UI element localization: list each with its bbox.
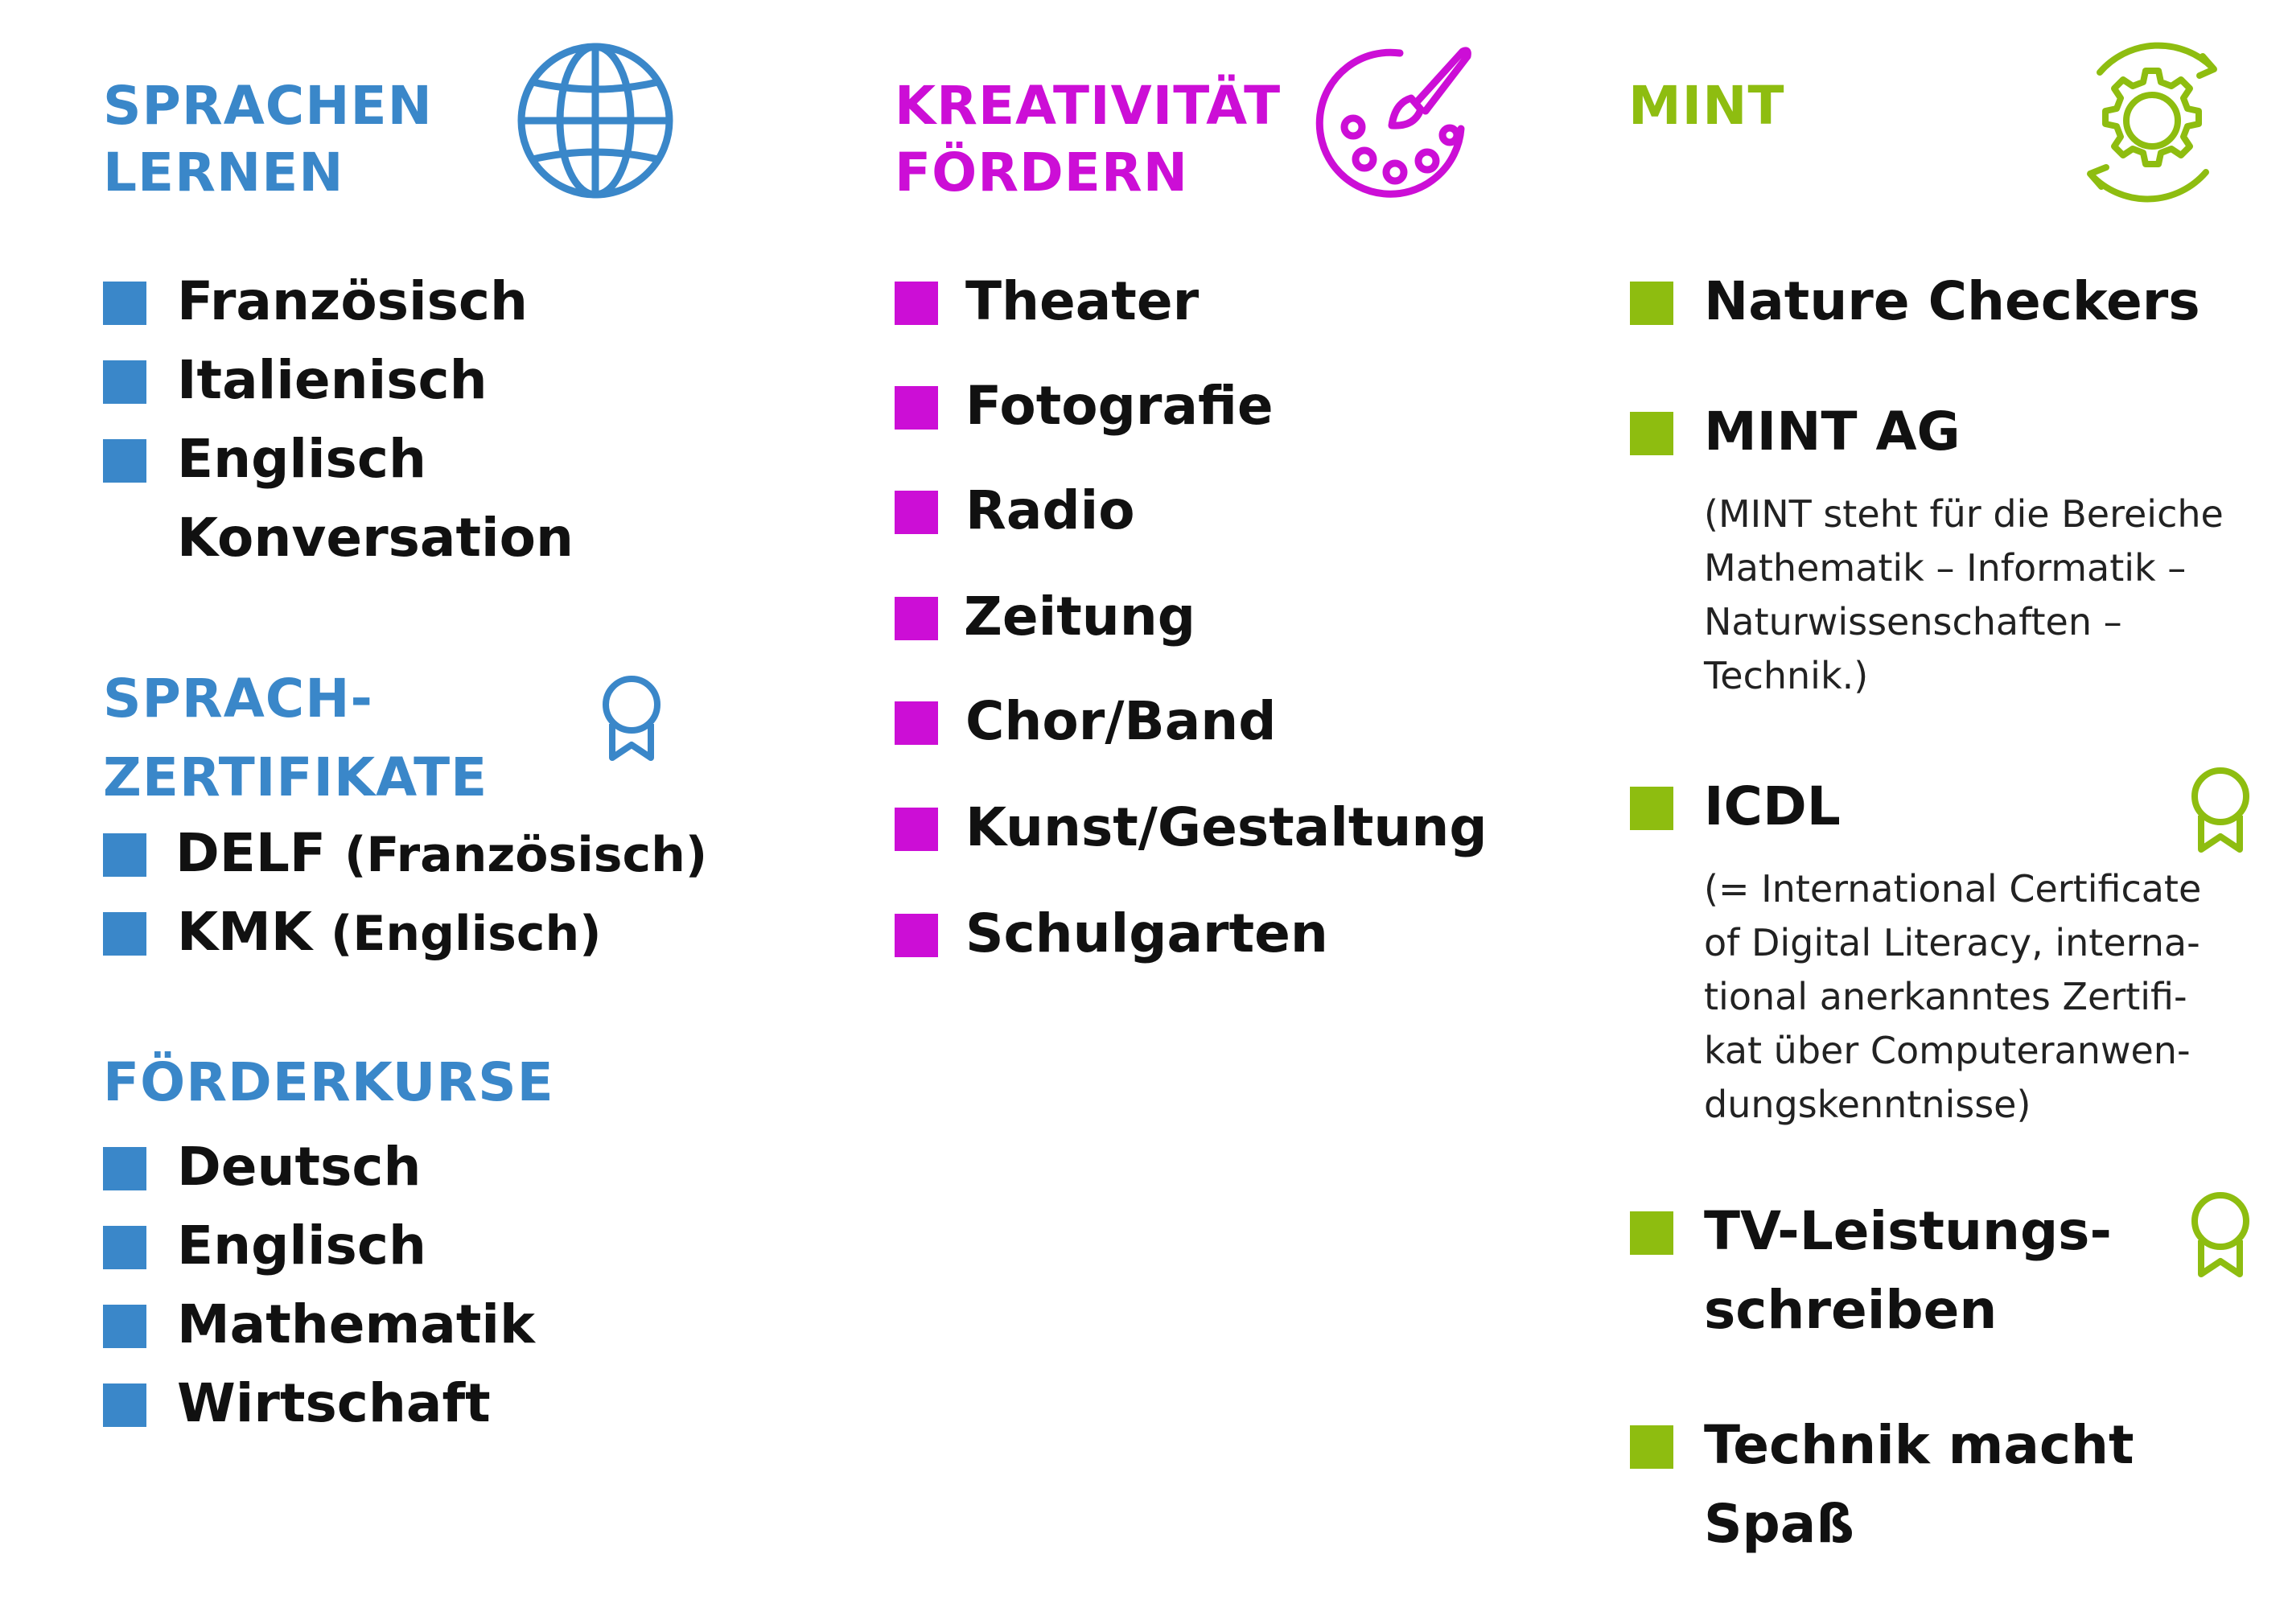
bullet — [103, 1383, 146, 1427]
list-item: Theater — [965, 270, 1200, 332]
bullet — [103, 1147, 146, 1190]
bullet — [1630, 412, 1673, 455]
bullet — [1630, 1211, 1673, 1255]
bullet — [103, 833, 146, 877]
list-item: Englisch — [177, 1215, 426, 1277]
bullet — [895, 491, 938, 534]
bullet — [895, 808, 938, 851]
list-item: MINT AG — [1704, 401, 1961, 463]
bullet — [103, 360, 146, 404]
heading-foerderkurse: FÖRDERKURSE — [103, 1051, 554, 1113]
bullet — [895, 386, 938, 430]
gear-cycle-icon — [2060, 32, 2245, 209]
list-item-kmk: KMK (Englisch) — [177, 901, 602, 963]
award-ribbon-icon — [2188, 1190, 2253, 1281]
bullet — [103, 282, 146, 325]
list-item: Chor/Band — [965, 690, 1277, 752]
globe-icon — [515, 40, 676, 201]
bullet — [895, 914, 938, 957]
list-item: Fotografie — [965, 375, 1274, 437]
award-ribbon-icon — [599, 674, 664, 764]
list-item: Wirtschaft — [177, 1372, 491, 1434]
bullet — [895, 701, 938, 745]
award-ribbon-icon — [2188, 766, 2253, 856]
list-item: Französisch — [177, 270, 528, 332]
list-item: Mathematik — [177, 1293, 535, 1355]
list-item: Deutsch — [177, 1136, 422, 1198]
bullet — [895, 597, 938, 640]
list-item: Kunst/Gestaltung — [965, 796, 1488, 858]
heading-sprachzertifikate: SPRACH- ZERTIFIKATE — [103, 668, 488, 808]
icdl-note: (= International Certificate of Digital … — [1704, 867, 2202, 1126]
bullet — [103, 912, 146, 956]
paint-palette-icon — [1311, 40, 1476, 201]
list-item-delf: DELF (Französisch) — [175, 822, 708, 884]
list-item-continuation: Konversation — [177, 507, 574, 569]
heading-mint: MINT — [1628, 75, 1785, 137]
list-item: Nature Checkers — [1704, 270, 2200, 332]
bullet — [103, 1226, 146, 1269]
list-item: ICDL — [1704, 775, 1841, 837]
heading-sprachen-lernen: SPRACHEN LERNEN — [103, 75, 433, 204]
list-item: Italienisch — [177, 349, 488, 411]
heading-kreativitaet-foerdern: KREATIVITÄT FÖRDERN — [895, 75, 1282, 204]
list-item-tv-leistungsschreiben: TV-Leistungs- schreiben — [1704, 1200, 2112, 1341]
bullet — [1630, 787, 1673, 830]
list-item: Englisch — [177, 428, 426, 490]
mint-ag-note: (MINT steht für die Bereiche Mathematik … — [1704, 492, 2224, 697]
bullet — [1630, 282, 1673, 325]
bullet — [103, 439, 146, 483]
list-item: Schulgarten — [965, 902, 1328, 964]
bullet — [103, 1305, 146, 1348]
list-item: Zeitung — [964, 586, 1196, 648]
bullet — [895, 282, 938, 325]
bullet — [1630, 1425, 1673, 1469]
list-item: Radio — [965, 479, 1135, 541]
list-item-technik-macht-spass: Technik macht Spaß — [1704, 1414, 2134, 1555]
